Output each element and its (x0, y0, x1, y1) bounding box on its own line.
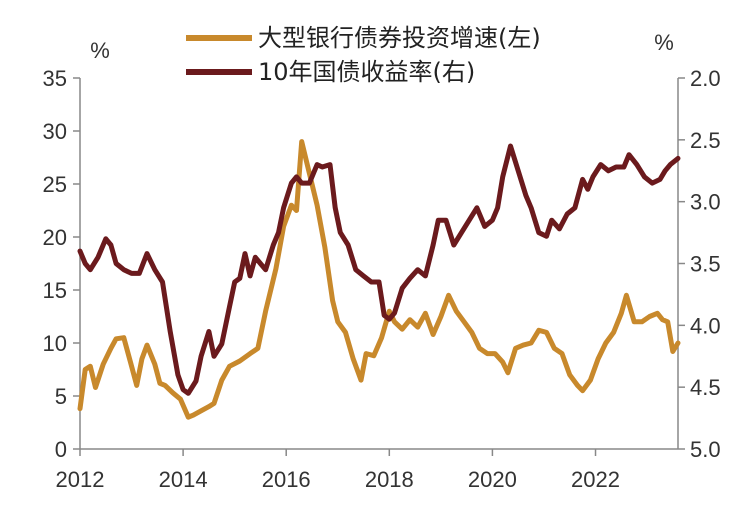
right-y-tick-label: 3.5 (690, 252, 721, 277)
right-y-tick-label: 3.0 (690, 190, 721, 215)
left-y-tick-label: 30 (43, 119, 67, 144)
left-y-tick-label: 0 (55, 437, 67, 462)
left-y-tick-label: 5 (55, 384, 67, 409)
series-line-10y-yield (77, 143, 681, 396)
legend: 大型银行债券投资增速(左) 10年国债收益率(右) (186, 24, 541, 86)
left-y-ticks: 0 5 10 15 20 25 30 35 (43, 66, 80, 462)
x-tick-label: 2022 (571, 467, 620, 492)
left-y-tick-label: 10 (43, 331, 67, 356)
right-y-tick-label: 2.5 (690, 128, 721, 153)
series-lines (77, 139, 681, 420)
x-tick-label: 2014 (159, 467, 208, 492)
left-y-tick-label: 35 (43, 66, 67, 91)
right-y-tick-label: 4.0 (690, 313, 721, 338)
series-line-bond-growth (77, 139, 681, 420)
x-tick-label: 2020 (468, 467, 517, 492)
legend-label-bond-growth: 大型银行债券投资增速(左) (258, 24, 541, 52)
x-tick-label: 2018 (365, 467, 414, 492)
right-unit-label: % (654, 30, 674, 55)
x-ticks: 2012 2014 2016 2018 2020 2022 (56, 449, 620, 492)
legend-label-10y-yield: 10年国债收益率(右) (258, 58, 475, 86)
right-y-ticks: 2.0 2.5 3.0 3.5 4.0 4.5 5.0 (678, 66, 721, 462)
right-y-tick-label: 2.0 (690, 66, 721, 91)
left-unit-label: % (90, 38, 110, 63)
right-y-tick-label: 5.0 (690, 437, 721, 462)
left-y-tick-label: 20 (43, 225, 67, 250)
left-y-tick-label: 15 (43, 278, 67, 303)
left-y-tick-label: 25 (43, 172, 67, 197)
right-y-tick-label: 4.5 (690, 375, 721, 400)
x-tick-label: 2016 (262, 467, 311, 492)
axes (79, 78, 679, 450)
x-tick-label: 2012 (56, 467, 105, 492)
